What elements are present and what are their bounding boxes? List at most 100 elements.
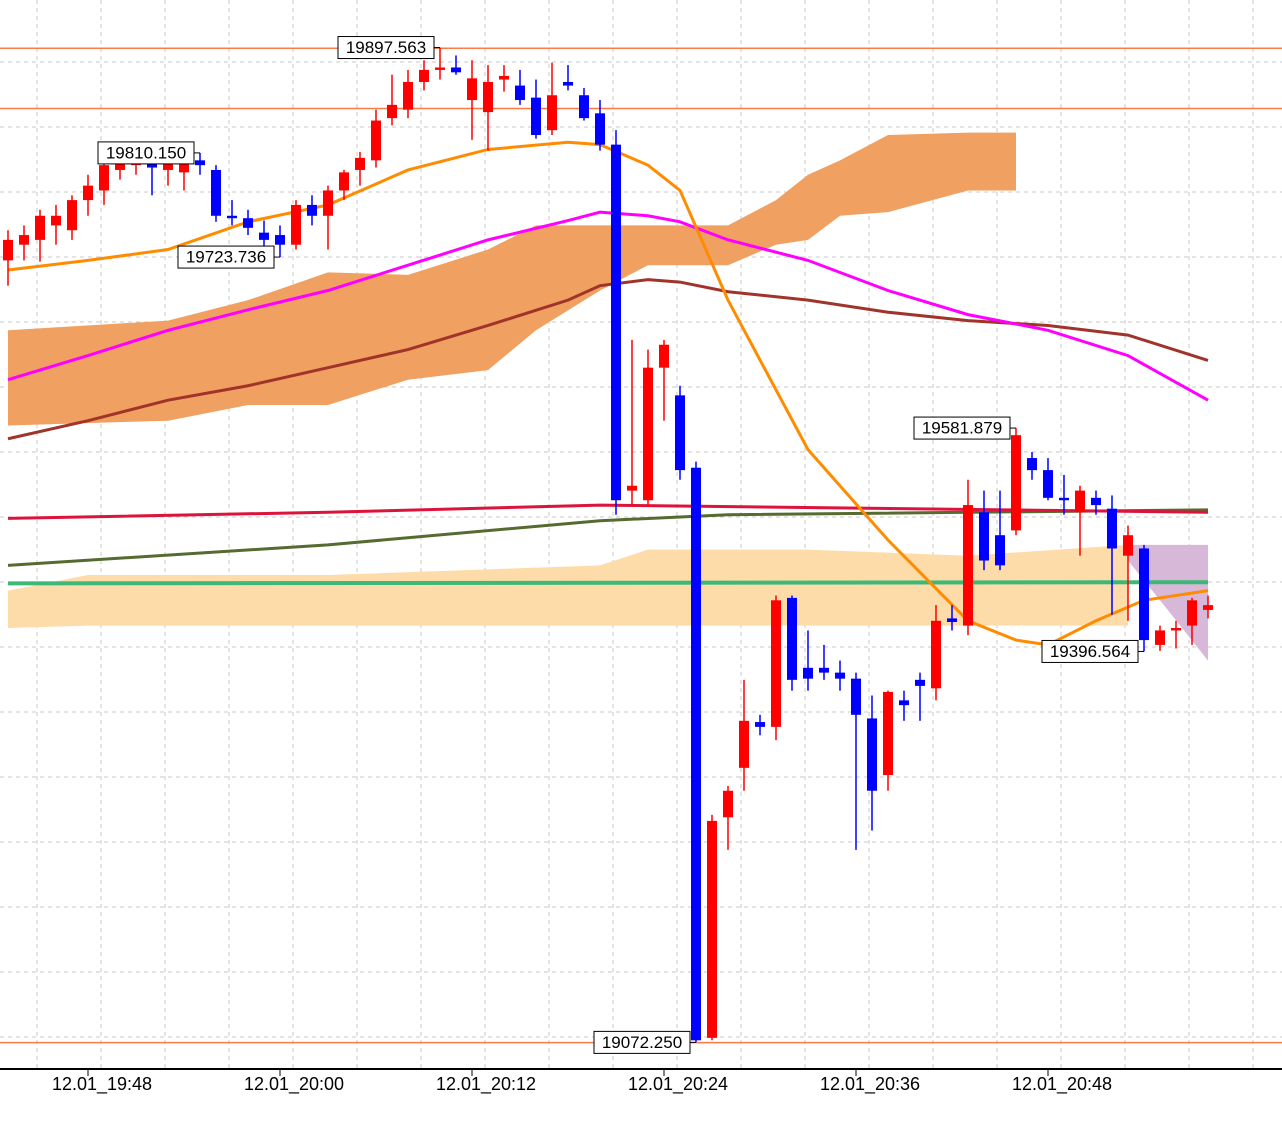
annotation-label: 19897.563	[346, 38, 426, 57]
candle-body	[195, 160, 205, 166]
candle-body	[691, 467, 701, 1041]
candle-body	[147, 162, 157, 168]
candle-body	[803, 667, 813, 679]
candle-body	[371, 120, 381, 161]
candle-body	[1203, 605, 1213, 610]
candle-body	[899, 700, 909, 706]
annotation-box	[337, 36, 435, 60]
annotation-box	[177, 245, 275, 269]
x-tick-label: 12.01_20:24	[628, 1074, 728, 1095]
indicator-line	[7, 278, 1209, 441]
candle-body	[1139, 548, 1149, 641]
candle-body	[963, 505, 973, 626]
candle-body	[1027, 458, 1037, 471]
annotation-box	[1041, 639, 1139, 663]
candle-body	[1091, 497, 1101, 506]
candle-body	[563, 81, 573, 86]
candle-body	[243, 218, 253, 228]
candle-body	[531, 97, 541, 136]
candle-body	[883, 691, 893, 776]
candle-body	[1075, 490, 1085, 513]
candle-body	[819, 667, 829, 673]
candle-body	[387, 104, 397, 119]
candle-body	[227, 215, 237, 219]
candle-body	[915, 679, 925, 686]
candle-body	[755, 722, 765, 727]
candle-body	[1187, 600, 1197, 626]
annotation-box	[593, 1030, 691, 1054]
candle-body	[1155, 630, 1165, 645]
candle-body	[1011, 435, 1021, 531]
candle-body	[499, 75, 509, 80]
x-tick-label: 12.01_19:48	[52, 1074, 152, 1095]
annotation-label: 19396.564	[1050, 642, 1130, 661]
x-tick-label: 12.01_20:00	[244, 1074, 344, 1095]
candle-body	[675, 395, 685, 471]
candle-body	[99, 165, 109, 191]
candle-body	[291, 204, 301, 245]
x-axis-area	[0, 1068, 1282, 1122]
annotation-box	[97, 141, 195, 165]
candle-body	[355, 157, 365, 170]
candle-body	[483, 81, 493, 113]
candle-body	[339, 172, 349, 191]
candle-body	[51, 215, 61, 226]
plot-area: 19897.563 19810.150 19723.736 19072.250 1958…	[0, 36, 1282, 1054]
candle-body	[1171, 628, 1181, 631]
cloud	[8, 132, 1016, 426]
annotation-label: 19581.879	[922, 419, 1002, 438]
candle-body	[1043, 470, 1053, 498]
candle-body	[467, 78, 477, 101]
candle-body	[259, 232, 269, 240]
candle-body	[307, 204, 317, 216]
x-axis: 12.01_19:48 12.01_20:00 12.01_20:12 12.01_2…	[52, 1069, 1112, 1095]
candle-body	[323, 190, 333, 216]
candle-body	[35, 215, 45, 240]
candle-body	[707, 820, 717, 1038]
candle-body	[515, 85, 525, 101]
candle-body	[547, 95, 557, 131]
candle-body	[19, 235, 29, 245]
indicator-line	[7, 580, 1209, 586]
candle-body	[787, 597, 797, 680]
candle-body	[947, 618, 957, 622]
candle-body	[627, 485, 637, 491]
candle-body	[995, 535, 1005, 566]
candle-body	[851, 678, 861, 715]
x-tick-label: 12.01_20:48	[1012, 1074, 1112, 1095]
candle-body	[403, 81, 413, 110]
candle-body	[979, 512, 989, 561]
candle-body	[275, 235, 285, 245]
candle-body	[835, 672, 845, 679]
annotation-label: 19810.150	[106, 143, 186, 162]
candle-body	[659, 344, 669, 368]
indicator-line	[7, 210, 1209, 402]
candle-body	[451, 67, 461, 73]
annotation-label: 19072.250	[602, 1033, 682, 1052]
candle-body	[739, 720, 749, 768]
candle-body	[867, 718, 877, 791]
indicator-line	[7, 508, 1209, 567]
candle-body	[931, 620, 941, 689]
candle-body	[611, 144, 621, 501]
candle-body	[211, 169, 221, 216]
x-tick-label: 12.01_20:36	[820, 1074, 920, 1095]
cloud	[8, 544, 1128, 629]
candle-body	[595, 113, 605, 145]
candle-body	[1059, 497, 1069, 501]
annotation-box	[913, 416, 1011, 440]
candle-body	[723, 790, 733, 818]
candle-body	[1107, 508, 1117, 549]
x-tick-label: 12.01_20:12	[436, 1074, 536, 1095]
candle-body	[419, 69, 429, 82]
indicator-line	[7, 503, 1209, 520]
annotation-label: 19723.736	[186, 248, 266, 267]
candle-body	[579, 95, 589, 119]
candle-body	[83, 185, 93, 201]
candle-body	[179, 162, 189, 173]
candle-body	[771, 600, 781, 727]
candle-body	[115, 160, 125, 170]
candle-body	[67, 200, 77, 231]
